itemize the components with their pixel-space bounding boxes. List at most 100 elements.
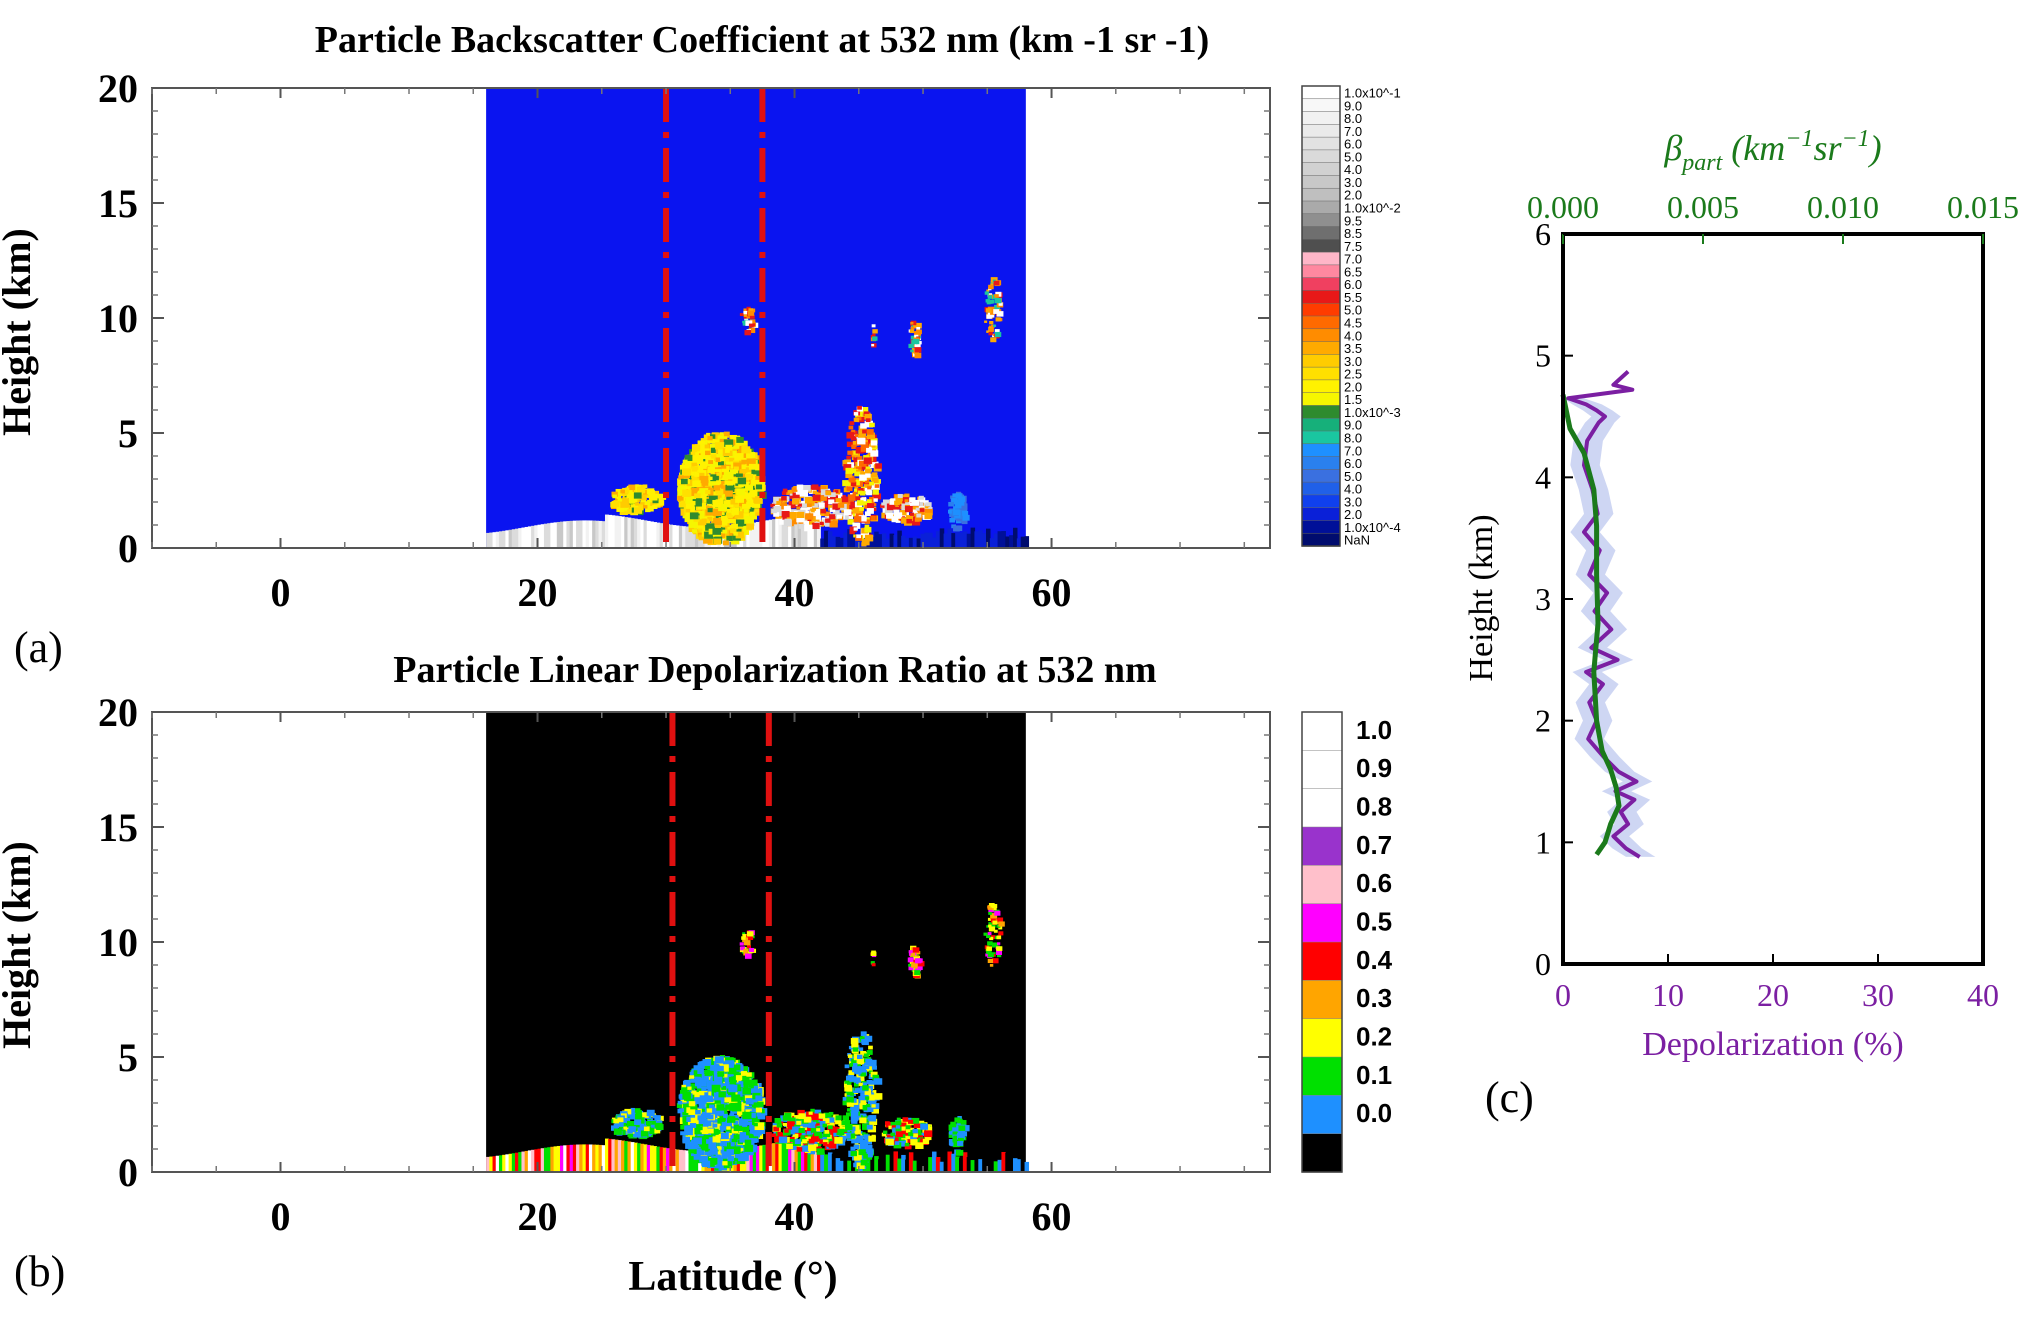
dust-plume-pixel bbox=[753, 467, 762, 475]
dust-plume-pixel bbox=[711, 432, 720, 440]
elevated-plume-pixel bbox=[852, 468, 859, 474]
aerosol-pixel bbox=[830, 495, 839, 502]
surface-layer-column bbox=[556, 521, 561, 548]
aerosol-pixel bbox=[901, 517, 910, 524]
cloud-pixel bbox=[912, 338, 920, 345]
elevated-plume-pixel bbox=[851, 444, 857, 449]
dust-plume-pixel bbox=[742, 1087, 751, 1095]
dust-plume-pixel bbox=[755, 475, 761, 480]
dust-plume-pixel bbox=[727, 1121, 735, 1127]
dust-plume-pixel bbox=[684, 514, 694, 523]
aerosol-pixel bbox=[796, 1120, 802, 1125]
dust-plume-pixel bbox=[744, 516, 755, 524]
elevated-plume-pixel bbox=[872, 1074, 879, 1081]
dust-plume-pixel bbox=[706, 478, 716, 486]
colorbar-label: 2.0 bbox=[1344, 379, 1362, 394]
colorbar-swatch bbox=[1301, 1056, 1343, 1097]
surface-layer-column bbox=[630, 518, 635, 548]
dust-plume-pixel bbox=[754, 508, 760, 513]
cloud-pixel bbox=[746, 945, 751, 949]
aerosol-pixel bbox=[791, 515, 800, 523]
surface-layer-column bbox=[682, 1150, 686, 1172]
top-tick-label: 0.000 bbox=[1527, 189, 1599, 225]
cloud-pixel bbox=[993, 324, 997, 328]
dust-plume-pixel bbox=[724, 1097, 731, 1103]
elevated-plume-pixel bbox=[869, 496, 874, 501]
low-layer-column bbox=[847, 529, 852, 548]
aerosol-pixel bbox=[912, 504, 919, 510]
dust-plume-pixel bbox=[722, 1161, 728, 1166]
x-tick-label: 0 bbox=[1555, 977, 1571, 1013]
dust-plume-pixel bbox=[728, 454, 738, 462]
aerosol-pixel bbox=[802, 1139, 808, 1144]
low-layer-column bbox=[905, 1159, 910, 1172]
dust-plume-pixel bbox=[755, 464, 763, 471]
panel-a-colorbar: 1.0x10^-19.08.07.06.05.04.03.02.01.0x10^… bbox=[1301, 85, 1401, 548]
aerosol-pixel bbox=[920, 1123, 929, 1130]
aerosol-pixel bbox=[796, 511, 805, 519]
surface-layer-column bbox=[691, 526, 696, 548]
elevated-plume-pixel bbox=[850, 501, 855, 506]
dust-plume-pixel bbox=[685, 496, 696, 504]
aerosol-pixel bbox=[646, 488, 655, 495]
aerosol-pixel bbox=[886, 1134, 893, 1140]
dust-plume-pixel bbox=[710, 1081, 719, 1088]
cloud-pixel bbox=[872, 333, 876, 337]
dust-plume-pixel bbox=[693, 1153, 702, 1160]
low-layer-column bbox=[870, 1158, 875, 1172]
low-layer-column bbox=[947, 528, 952, 548]
dust-plume-pixel bbox=[749, 1134, 754, 1139]
colorbar-swatch bbox=[1301, 149, 1341, 164]
surface-layer-column bbox=[540, 524, 545, 548]
elevated-plume-pixel bbox=[864, 1091, 870, 1095]
y-tick-label: 15 bbox=[98, 805, 138, 850]
cloud-pixel bbox=[914, 334, 919, 339]
dust-plume-pixel bbox=[680, 478, 688, 485]
low-layer-column bbox=[920, 1155, 925, 1172]
dust-plume-pixel bbox=[697, 1084, 706, 1091]
aerosol-pixel bbox=[778, 1136, 788, 1144]
low-layer-column bbox=[1005, 1152, 1010, 1172]
dust-plume-pixel bbox=[681, 468, 692, 476]
colorbar-swatch bbox=[1301, 456, 1341, 471]
elevated-plume-pixel bbox=[863, 481, 872, 489]
cloud-pixel bbox=[743, 314, 748, 317]
colorbar-swatch bbox=[1301, 366, 1341, 381]
elevated-plume-pixel bbox=[861, 1082, 868, 1087]
low-layer-column bbox=[889, 533, 895, 548]
panel-c-xlabel: Depolarization (%) bbox=[1642, 1026, 1904, 1063]
elevated-plume-pixel bbox=[862, 1123, 871, 1130]
elevated-plume-pixel bbox=[855, 433, 859, 437]
dust-plume-pixel bbox=[734, 1084, 744, 1092]
colorbar-label: 1.0x10^-1 bbox=[1344, 86, 1401, 101]
dust-plume-pixel bbox=[702, 1059, 712, 1066]
surface-layer-column bbox=[643, 1144, 648, 1172]
surface-layer-column bbox=[521, 1151, 526, 1172]
surface-layer-column bbox=[556, 1145, 561, 1172]
colorbar-swatch bbox=[1301, 328, 1341, 343]
elevated-plume-pixel bbox=[852, 522, 861, 529]
dust-plume-pixel bbox=[752, 1118, 760, 1126]
surface-layer-column bbox=[508, 529, 513, 548]
elevated-plume-pixel bbox=[847, 450, 853, 455]
cloud-pixel bbox=[747, 310, 755, 316]
low-layer-column bbox=[970, 1160, 976, 1172]
surface-layer-column bbox=[531, 525, 535, 548]
surface-layer-column bbox=[563, 521, 568, 548]
surface-layer-column bbox=[560, 1145, 564, 1172]
y-tick-label: 15 bbox=[98, 181, 138, 226]
aerosol-pixel bbox=[633, 507, 643, 514]
colorbar-label: 6.0 bbox=[1344, 277, 1362, 292]
dust-plume-pixel bbox=[736, 1152, 743, 1159]
dust-plume-pixel bbox=[723, 500, 730, 505]
aerosol-pixel bbox=[810, 1130, 818, 1137]
colorbar-label: 5.0 bbox=[1344, 303, 1362, 318]
aerosol-pixel bbox=[649, 493, 658, 501]
cloud-pixel bbox=[988, 924, 992, 928]
dust-plume-pixel bbox=[729, 469, 736, 475]
dust-plume-pixel bbox=[726, 508, 734, 515]
surface-layer-column bbox=[595, 1144, 600, 1172]
aerosol-pixel bbox=[633, 492, 642, 499]
elevated-plume-pixel bbox=[870, 450, 879, 457]
